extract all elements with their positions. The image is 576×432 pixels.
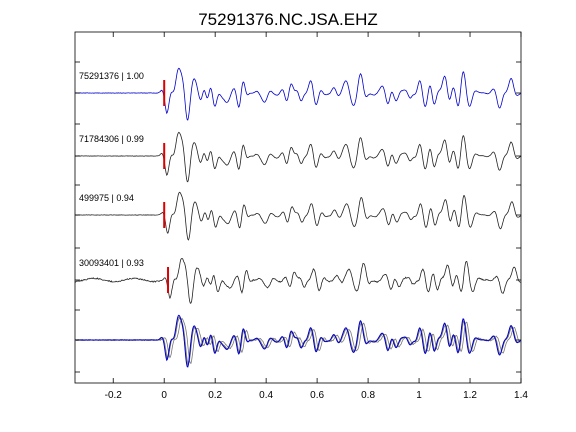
- x-tick-label-3: 0.2: [208, 390, 222, 401]
- trace-line-4: [74, 258, 522, 304]
- x-tick-label-4: 0.4: [259, 390, 273, 401]
- trace-line-2: [74, 131, 522, 183]
- trace-2: 71784306 | 0.99: [74, 131, 522, 183]
- x-tick-label-7: 1: [416, 390, 422, 401]
- x-tick-label-8: 1.2: [463, 390, 477, 401]
- trace-label-3: 499975 | 0.94: [79, 193, 134, 203]
- x-tick-label-1: -0.2: [105, 390, 123, 401]
- trace-label-1: 75291376 | 1.00: [79, 71, 144, 81]
- x-axis: -0.2 0 0.2 0.4 0.6 0.8 1 1.2 1.4: [105, 32, 528, 401]
- x-tick-label-5: 0.6: [310, 390, 324, 401]
- stack-master-trace: [75, 314, 522, 368]
- trace-line-3: [74, 191, 522, 241]
- chart-title: 75291376.NC.JSA.EHZ: [198, 10, 378, 29]
- x-tick-label-6: 0.8: [361, 390, 375, 401]
- x-tick-label-9: 1.4: [514, 390, 528, 401]
- trace-4: 30093401 | 0.93: [74, 258, 522, 304]
- trace-1: 75291376 | 1.00: [74, 67, 522, 121]
- trace-label-2: 71784306 | 0.99: [79, 134, 144, 144]
- plot-content: 75291376 | 1.00 71784306 | 0.99 499975 | 0…: [74, 61, 522, 373]
- trace-line-1: [74, 67, 522, 121]
- trace-label-4: 30093401 | 0.93: [79, 258, 144, 268]
- x-tick-label-2: 0: [161, 390, 167, 401]
- plot-frame: [74, 31, 522, 384]
- stack-overlay: [74, 314, 522, 368]
- trace-3: 499975 | 0.94: [74, 191, 522, 241]
